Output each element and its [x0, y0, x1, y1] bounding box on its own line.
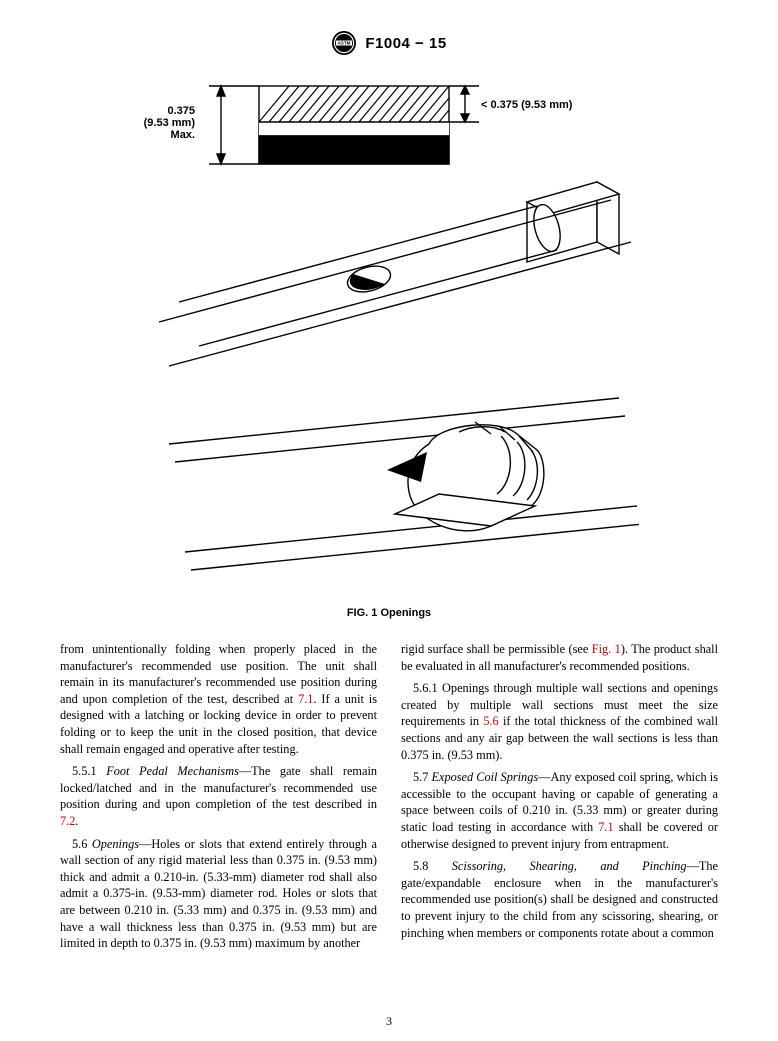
body-columns: from unintentionally folding when proper… — [60, 641, 718, 958]
para-5-6-cont: rigid surface shall be permissible (see … — [401, 641, 718, 674]
ref-7-2: 7.2 — [60, 814, 75, 828]
fig-label-right: < 0.375 (9.53 mm) — [481, 99, 573, 111]
doc-designation: F1004 − 15 — [365, 35, 446, 52]
fig-label-left: 0.375 — [167, 105, 195, 117]
page-header: ASTM F1004 − 15 — [60, 30, 718, 56]
para-5-5-cont: from unintentionally folding when proper… — [60, 641, 377, 757]
right-column: rigid surface shall be permissible (see … — [401, 641, 718, 958]
ref-7-1b: 7.1 — [598, 820, 613, 834]
left-column: from unintentionally folding when proper… — [60, 641, 377, 958]
para-5-5-1: 5.5.1 Foot Pedal Mechanisms—The gate sha… — [60, 763, 377, 829]
ref-7-1: 7.1 — [298, 692, 313, 706]
para-5-6-1: 5.6.1 Openings through multiple wall sec… — [401, 680, 718, 763]
para-5-6: 5.6 Openings—Holes or slots that extend … — [60, 836, 377, 952]
para-5-7: 5.7 Exposed Coil Springs—Any exposed coi… — [401, 769, 718, 852]
figure-caption: FIG. 1 Openings — [60, 607, 718, 619]
svg-text:ASTM: ASTM — [338, 41, 351, 46]
figure-svg: 0.375 (9.53 mm) Max. < 0.375 (9.53 mm) — [139, 74, 639, 594]
svg-text:(9.53 mm): (9.53 mm) — [144, 117, 196, 129]
para-5-8: 5.8 Scissoring, Shearing, and Pinching—T… — [401, 858, 718, 941]
astm-logo-icon: ASTM — [331, 30, 357, 56]
page-number: 3 — [0, 1014, 778, 1029]
svg-text:Max.: Max. — [171, 129, 195, 141]
ref-fig-1: Fig. 1 — [592, 642, 621, 656]
figure-1: 0.375 (9.53 mm) Max. < 0.375 (9.53 mm) — [139, 74, 639, 599]
ref-5-6: 5.6 — [483, 714, 498, 728]
